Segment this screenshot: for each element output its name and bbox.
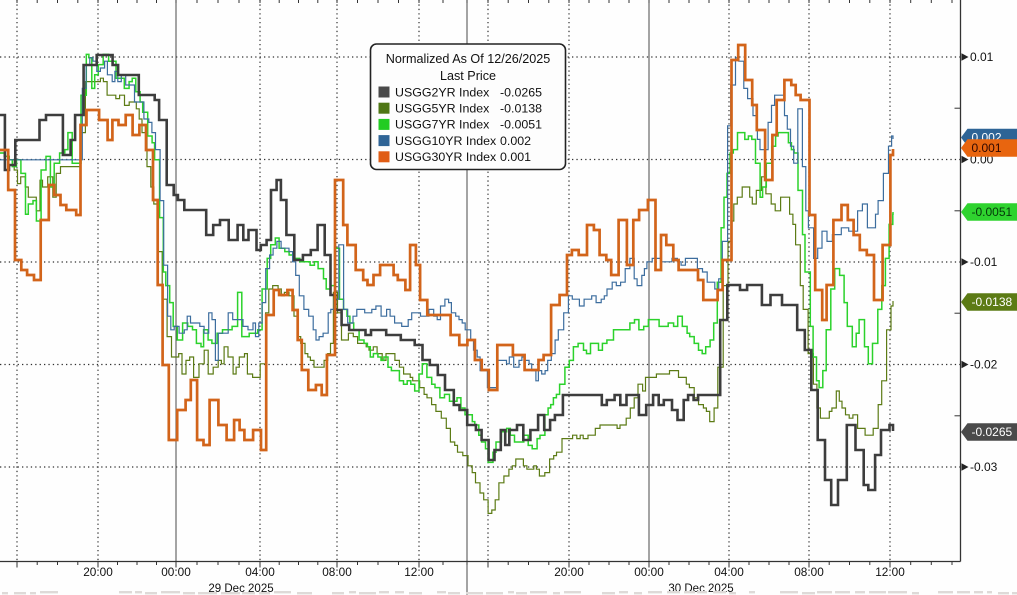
svg-text:12:00: 12:00	[404, 565, 434, 579]
svg-text:04:00: 04:00	[245, 565, 275, 579]
svg-text:USGG30YR Index: USGG30YR Index	[395, 150, 497, 164]
svg-text:08:00: 08:00	[322, 565, 352, 579]
svg-text:Last Price: Last Price	[440, 69, 496, 83]
svg-text:USGG7YR Index: USGG7YR Index	[395, 118, 490, 132]
svg-text:0.001: 0.001	[972, 141, 1002, 155]
svg-text:USGG2YR Index: USGG2YR Index	[395, 85, 490, 99]
svg-text:USGG10YR Index: USGG10YR Index	[395, 134, 497, 148]
svg-text:-0.02: -0.02	[970, 358, 998, 372]
svg-text:00:00: 00:00	[161, 565, 191, 579]
svg-text:-0.01: -0.01	[970, 255, 998, 269]
svg-text:-0.0138: -0.0138	[972, 295, 1013, 309]
svg-text:08:00: 08:00	[794, 565, 824, 579]
svg-text:-0.0138: -0.0138	[500, 102, 542, 116]
svg-text:00:00: 00:00	[634, 565, 664, 579]
svg-text:04:00: 04:00	[714, 565, 744, 579]
svg-text:USGG5YR Index: USGG5YR Index	[395, 102, 490, 116]
svg-text:0.01: 0.01	[970, 50, 994, 64]
svg-text:20:00: 20:00	[83, 565, 113, 579]
svg-text:Normalized As Of 12/26/2025: Normalized As Of 12/26/2025	[386, 52, 551, 66]
svg-text:12:00: 12:00	[875, 565, 905, 579]
svg-text:-0.0265: -0.0265	[972, 425, 1013, 439]
svg-text:-0.0051: -0.0051	[972, 205, 1013, 219]
svg-text:-0.0265: -0.0265	[500, 85, 542, 99]
svg-text:20:00: 20:00	[554, 565, 584, 579]
svg-text:0.002: 0.002	[500, 134, 531, 148]
svg-text:-0.03: -0.03	[970, 460, 998, 474]
svg-text:-0.0051: -0.0051	[500, 118, 542, 132]
svg-text:0.001: 0.001	[500, 150, 531, 164]
